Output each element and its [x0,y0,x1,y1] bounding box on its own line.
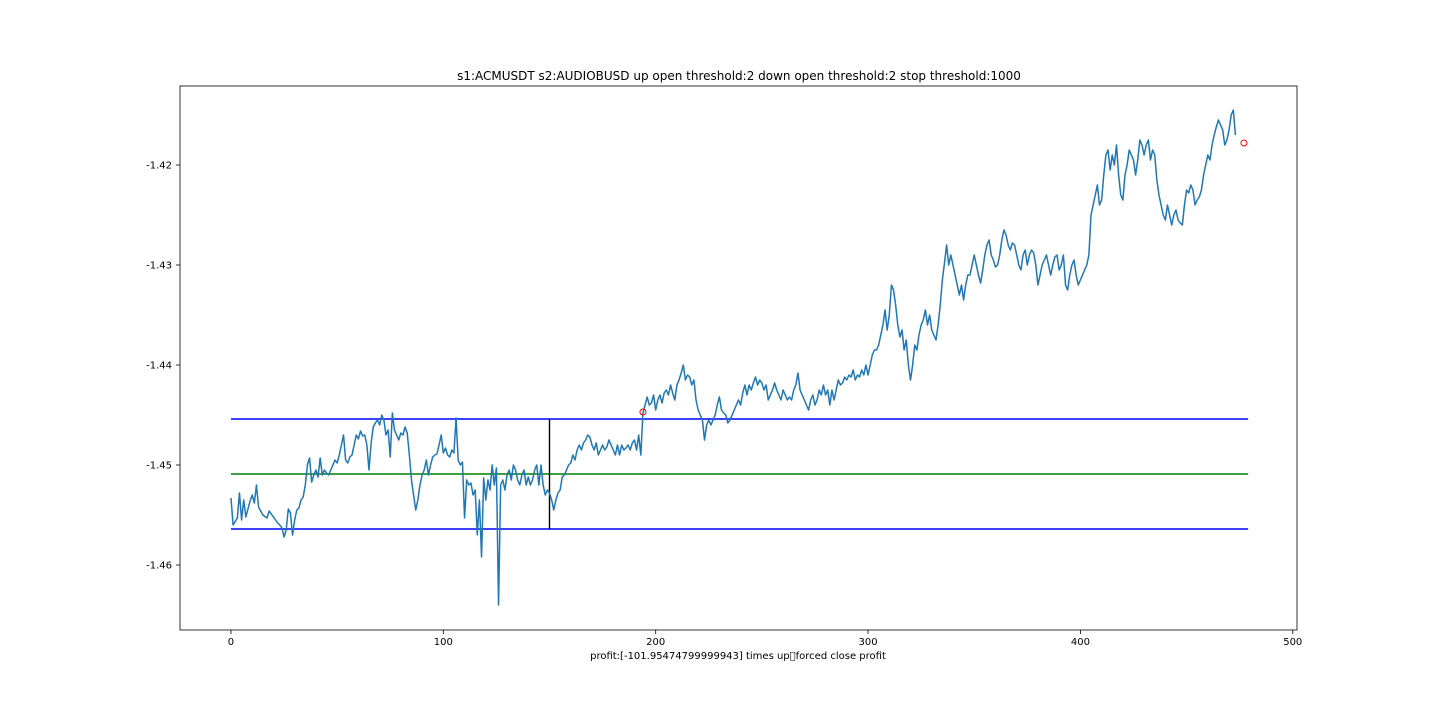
x-tick-label: 300 [858,637,877,648]
plot-frame [179,85,1298,631]
x-tick-label: 400 [1071,637,1090,648]
y-tick-label: -1.42 [146,161,172,172]
trade-marker [1240,139,1248,147]
x-axis-label: profit:[-101.95474799999943] times up fo… [590,651,886,662]
y-axis: -1.42 -1.43 -1.44 -1.45 -1.46 [146,161,180,572]
x-axis: 0 100 200 300 400 500 [228,630,1302,648]
y-tick-label: -1.46 [146,561,172,572]
y-tick-label: -1.45 [146,461,172,472]
x-tick-label: 0 [228,637,234,648]
series-line [230,109,1237,606]
x-tick-label: 200 [646,637,665,648]
y-tick-label: -1.44 [146,361,172,372]
plot-area [230,109,1249,606]
x-tick-label: 500 [1283,637,1302,648]
y-tick-label: -1.43 [146,261,172,272]
x-tick-label: 100 [434,637,453,648]
trade-marker [639,408,647,416]
chart-title: s1:ACMUSDT s2:AUDIOBUSD up open threshol… [457,69,1021,83]
